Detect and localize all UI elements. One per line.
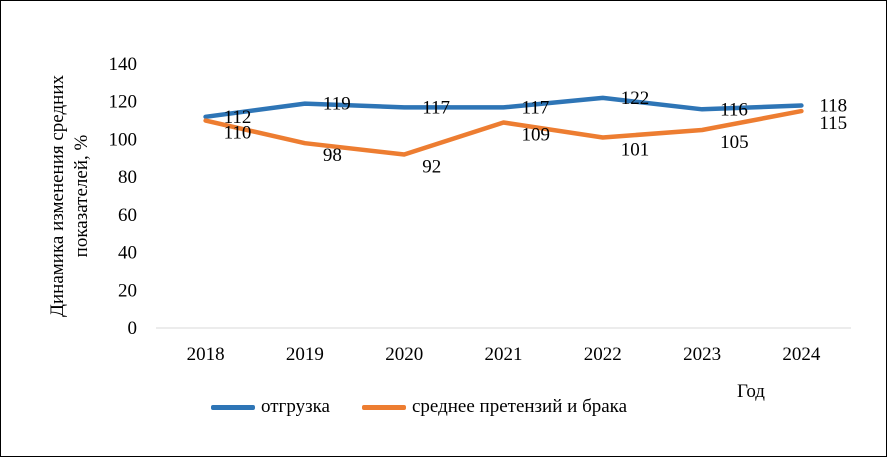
data-labels: 112 119 117 117 122 116 118 110 98 92 109 101 105 115 (224, 88, 848, 178)
x-tick-label: 2020 (385, 344, 423, 365)
data-label-series-0: 122 (621, 88, 650, 109)
data-label-series-1: 110 (224, 123, 252, 144)
y-axis-title: Динамика изменения средних показателей, … (47, 75, 92, 317)
data-label-series-1: 98 (323, 145, 342, 166)
y-axis-title-line-1: Динамика изменения средних (47, 75, 68, 317)
y-tick-label: 120 (109, 92, 138, 113)
series-lines (203, 95, 804, 157)
x-tick-label: 2021 (485, 344, 523, 365)
x-tick-label: 2018 (187, 344, 225, 365)
x-tick-label: 2023 (683, 344, 721, 365)
series-line-0 (203, 95, 804, 120)
data-label-series-0: 117 (422, 97, 450, 118)
y-tick-label: 20 (118, 280, 137, 301)
data-label-series-1: 101 (621, 140, 650, 161)
data-label-series-0: 112 (224, 107, 252, 128)
x-tick-label: 2022 (584, 344, 622, 365)
legend-label-series-0: отгрузка (261, 396, 330, 417)
series-line-1 (203, 108, 804, 157)
legend-item-series-1: среднее претензий и брака (361, 396, 628, 418)
y-tick-label: 40 (118, 243, 137, 264)
y-tick-label: 140 (109, 54, 138, 75)
data-label-series-1: 105 (720, 132, 749, 153)
data-label-series-0: 118 (819, 95, 847, 116)
y-axis-ticks: 0 20 40 60 80 100 120 140 (109, 54, 138, 339)
y-tick-label: 60 (118, 205, 137, 226)
data-label-series-0: 116 (720, 99, 748, 120)
data-label-series-0: 117 (522, 97, 550, 118)
data-label-series-1: 92 (422, 157, 441, 178)
y-tick-label: 100 (109, 129, 138, 150)
x-axis-ticks: 2018 2019 2020 2021 2022 2023 2024 (187, 344, 821, 365)
y-axis-title-line-2: показателей, % (71, 135, 92, 258)
legend-swatch-series-0 (211, 404, 255, 410)
x-tick-label: 2019 (286, 344, 324, 365)
legend-label-series-1: среднее претензий и брака (411, 396, 628, 417)
legend-swatch-series-1 (361, 404, 406, 410)
data-label-series-1: 109 (522, 124, 551, 145)
legend-item-series-0: отгрузка (211, 396, 330, 418)
data-label-series-1: 115 (819, 113, 847, 134)
y-tick-label: 0 (128, 318, 138, 339)
y-tick-label: 80 (118, 167, 137, 188)
x-axis-title: Год (737, 381, 765, 402)
data-label-series-0: 119 (323, 94, 351, 115)
legend: отгрузка среднее претензий и брака (211, 396, 627, 418)
x-tick-label: 2024 (782, 344, 821, 365)
